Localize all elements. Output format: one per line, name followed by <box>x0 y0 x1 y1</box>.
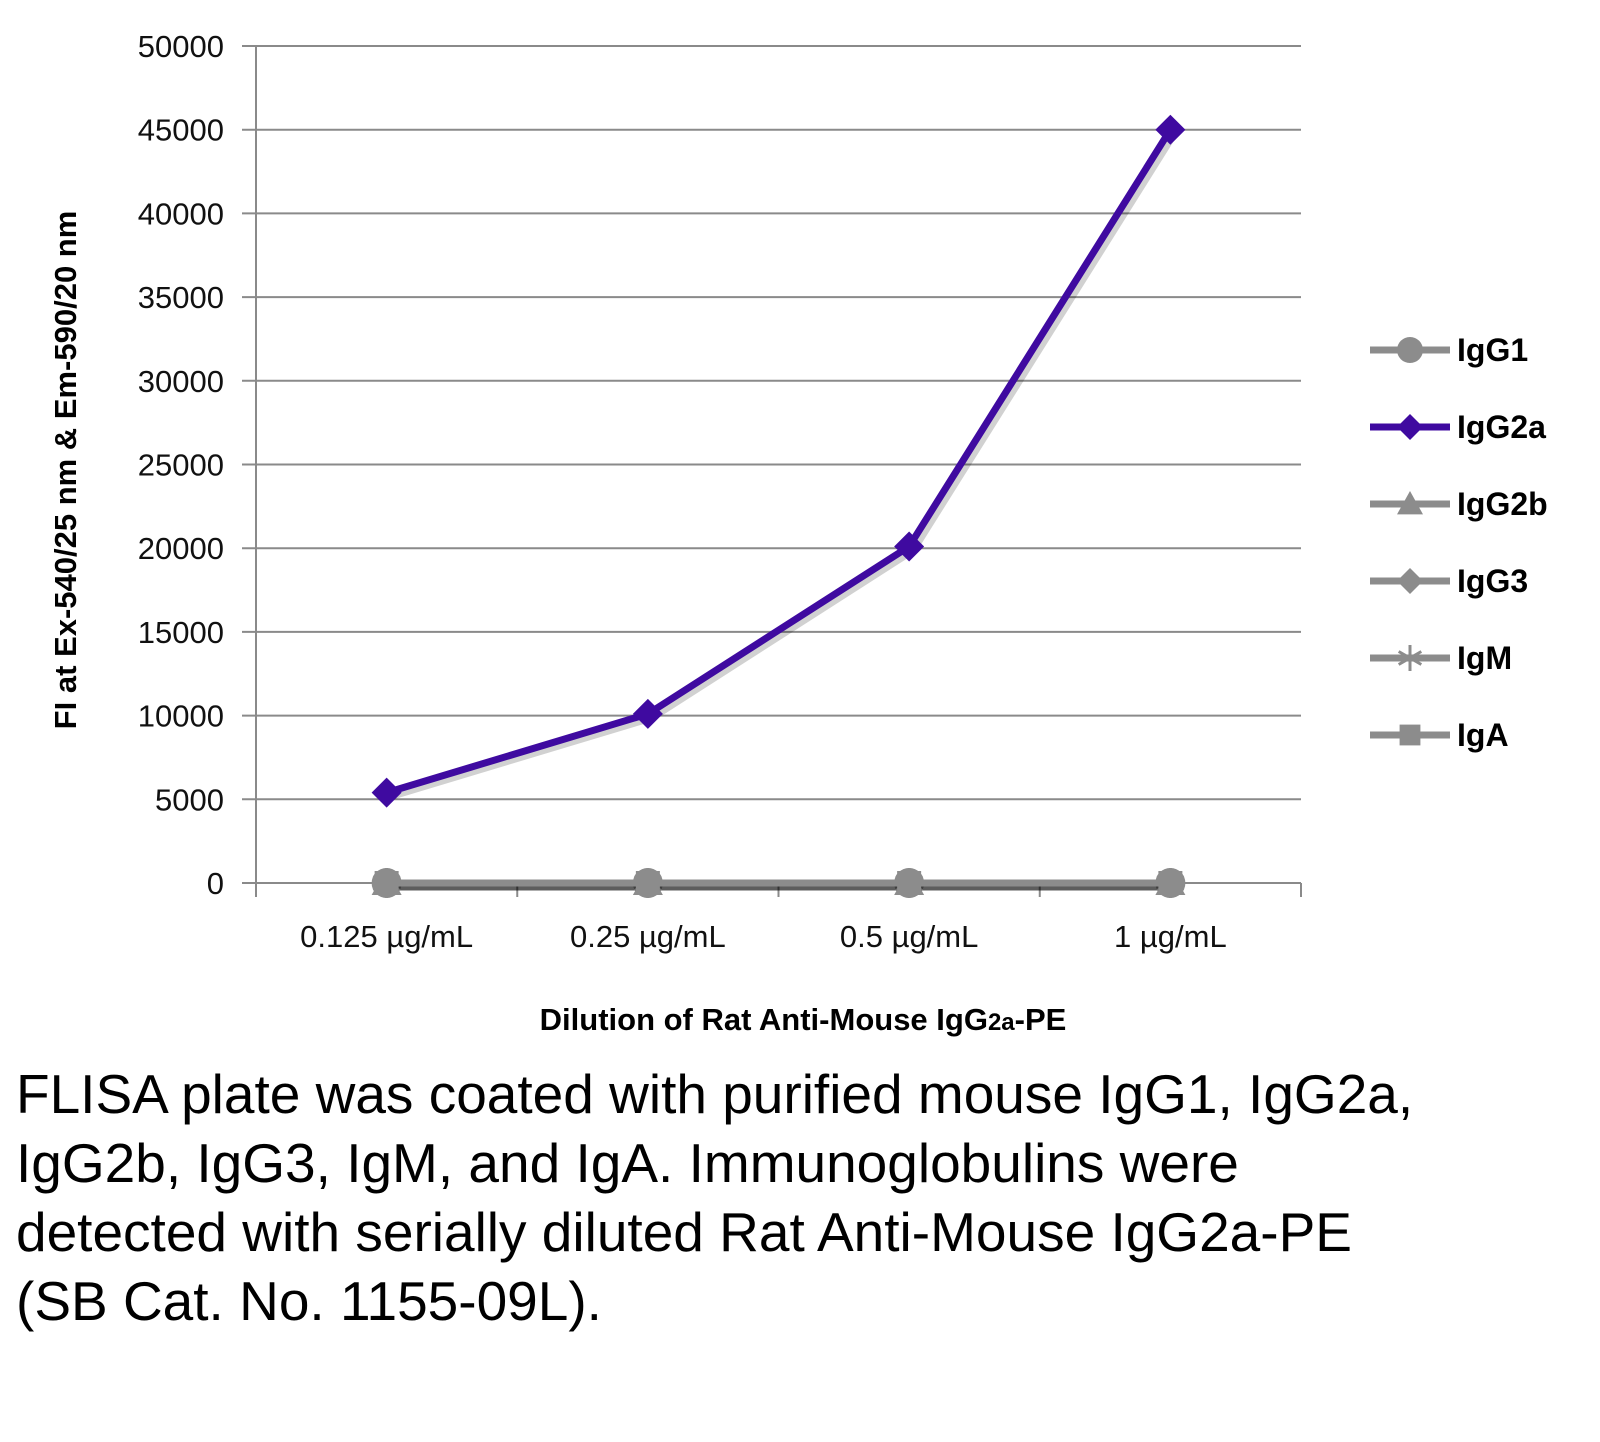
y-axis-title: FI at Ex-540/25 nm & Em-590/20 nm <box>48 211 83 730</box>
data-point-igg2a <box>371 777 402 808</box>
legend-label: IgG2a <box>1457 409 1546 445</box>
y-tick-label: 25000 <box>138 448 224 483</box>
x-tick-label: 0.25 µg/mL <box>570 919 726 954</box>
x-axis-title: Dilution of Rat Anti-Mouse IgG2a-PE <box>540 1002 1067 1037</box>
series-iga <box>374 871 1183 895</box>
y-tick-label: 20000 <box>138 531 224 566</box>
x-tick-label: 1 µg/mL <box>1114 919 1227 954</box>
data-point-iga <box>635 871 660 895</box>
series-layer <box>371 114 1186 898</box>
legend-marker <box>1397 568 1423 594</box>
data-point-iga <box>897 871 922 895</box>
data-point-iga <box>1158 871 1183 895</box>
legend-item-igg3: IgG3 <box>1370 563 1528 599</box>
y-tick-label: 30000 <box>138 364 224 399</box>
y-tick-label: 10000 <box>138 699 224 734</box>
chart: 0 5000 10000 15000 20000 25000 30000 35000 40000… <box>48 29 1548 1037</box>
x-tick-labels: 0.125 µg/mL 0.25 µg/mL 0.5 µg/mL 1 µg/mL <box>300 919 1227 954</box>
y-tick-label: 40000 <box>138 196 224 231</box>
legend-label: IgM <box>1457 640 1512 676</box>
data-point-igg2a <box>1155 114 1186 145</box>
legend-item-igg2a: IgG2a <box>1370 409 1546 445</box>
y-tick-label: 45000 <box>138 113 224 148</box>
legend-label: IgA <box>1457 717 1509 753</box>
legend-item-igg2b: IgG2b <box>1370 486 1548 522</box>
y-tick-labels: 0 5000 10000 15000 20000 25000 30000 35000 40000… <box>138 29 224 901</box>
data-point-iga <box>374 871 399 895</box>
legend-marker <box>1397 491 1423 515</box>
legend-item-igg1: IgG1 <box>1370 332 1528 368</box>
legend-item-iga: IgA <box>1370 717 1509 753</box>
y-tick-label: 35000 <box>138 280 224 315</box>
asterisk-stroke <box>1397 650 1423 666</box>
legend-marker <box>1399 724 1421 746</box>
legend-marker <box>1397 337 1423 363</box>
series-line-shadow <box>389 131 1178 800</box>
legend-label: IgG3 <box>1457 563 1528 599</box>
data-point-igg2a <box>894 531 925 562</box>
legend-item-igm: IgM <box>1370 640 1512 676</box>
legend-label: IgG2b <box>1457 486 1548 522</box>
series-igg2a <box>371 114 1186 808</box>
y-tick-label: 50000 <box>138 29 224 64</box>
legend: IgG1 IgG2a IgG2b IgG3 IgM IgA <box>1370 332 1548 753</box>
x-tick-label: 0.5 µg/mL <box>840 919 979 954</box>
figure-caption: FLISA plate was coated with purified mou… <box>16 1063 1414 1332</box>
y-tick-label: 0 <box>207 866 224 901</box>
y-tick-label: 15000 <box>138 615 224 650</box>
series-line <box>385 127 1174 796</box>
legend-marker <box>1397 645 1423 671</box>
y-tick-label: 5000 <box>155 782 224 817</box>
x-tick-label: 0.125 µg/mL <box>300 919 473 954</box>
legend-label: IgG1 <box>1457 332 1528 368</box>
legend-marker <box>1397 414 1423 440</box>
gridlines <box>242 45 1301 801</box>
data-point-igg2a <box>632 698 663 729</box>
